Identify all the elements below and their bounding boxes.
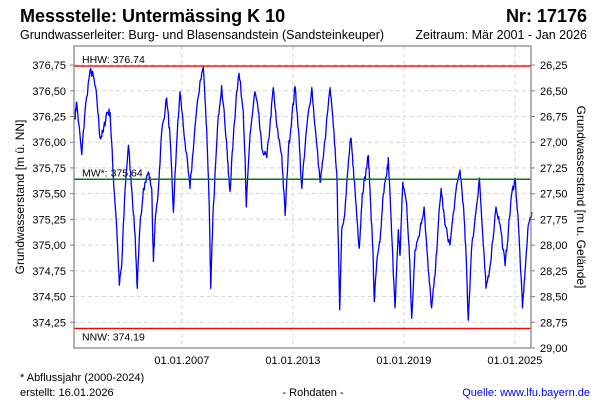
x-tick-label: 01.01.2013	[265, 355, 320, 367]
y-right-tick-label: 27,00	[540, 137, 568, 149]
y-right-tick-label: 28,50	[540, 292, 568, 304]
created-date: erstellt: 16.01.2026	[20, 387, 114, 399]
y-tick-label: 375,75	[32, 163, 66, 175]
source-link[interactable]: Quelle: www.lfu.bayern.de	[462, 387, 590, 399]
aquifer-label: Grundwasserleiter: Burg- und Blasensands…	[20, 28, 384, 42]
y-tick-label: 375,25	[32, 214, 66, 226]
y-tick-label: 376,25	[32, 111, 66, 123]
y-right-tick-label: 28,00	[540, 240, 568, 252]
y-right-tick-label: 26,50	[540, 86, 568, 98]
x-tick-label: 01.01.2025	[487, 355, 542, 367]
y-right-tick-label: 27,75	[540, 214, 568, 226]
y-tick-label: 375,00	[32, 240, 66, 252]
reference-line-label: MW*: 375.64	[82, 167, 143, 179]
series-line-groundwater	[74, 66, 533, 321]
y-right-tick-label: 26,25	[540, 60, 568, 72]
y-axis-label-left: Grundwasserstand [m ü. NN]	[13, 120, 27, 275]
y-tick-label: 376,00	[32, 137, 66, 149]
y-right-tick-label: 27,50	[540, 189, 568, 201]
x-tick-label: 01.01.2007	[154, 355, 209, 367]
y-tick-label: 375,50	[32, 189, 66, 201]
x-tick-label: 01.01.2019	[376, 355, 431, 367]
y-tick-label: 376,50	[32, 86, 66, 98]
axis-ticks: 374,25 374,50 374,75 375,00 375,25 375,50 375,…	[32, 60, 567, 367]
period-label: Zeitraum: Mär 2001 - Jan 2026	[415, 28, 587, 42]
y-tick-label: 376,75	[32, 60, 66, 72]
y-tick-label: 374,25	[32, 317, 66, 329]
y-right-tick-label: 26,75	[540, 111, 568, 123]
y-right-tick-label: 28,25	[540, 266, 568, 278]
grid-lines	[74, 46, 531, 348]
y-right-tick-label: 27,25	[540, 163, 568, 175]
plot-frame	[73, 45, 532, 349]
reference-line-label: HHW: 376.74	[82, 54, 145, 66]
station-number: Nr: 17176	[506, 6, 587, 26]
y-tick-label: 374,75	[32, 266, 66, 278]
y-axis-label-right: Grundwasserstand [m u. Gelände]	[574, 106, 588, 289]
series-layer	[74, 66, 533, 321]
y-right-tick-label: 28,75	[540, 317, 568, 329]
y-right-tick-label: 29,00	[540, 343, 568, 355]
footnote: * Abflussjahr (2000-2024)	[20, 372, 144, 384]
reference-lines: HHW: 376.74 MW*: 375.64 NNW: 374.19	[74, 54, 531, 343]
reference-line-label: NNW: 374.19	[82, 331, 145, 343]
station-title: Messstelle: Untermässing K 10	[20, 6, 285, 26]
y-tick-label: 374,50	[32, 292, 66, 304]
rawdata-label: - Rohdaten -	[282, 387, 343, 399]
